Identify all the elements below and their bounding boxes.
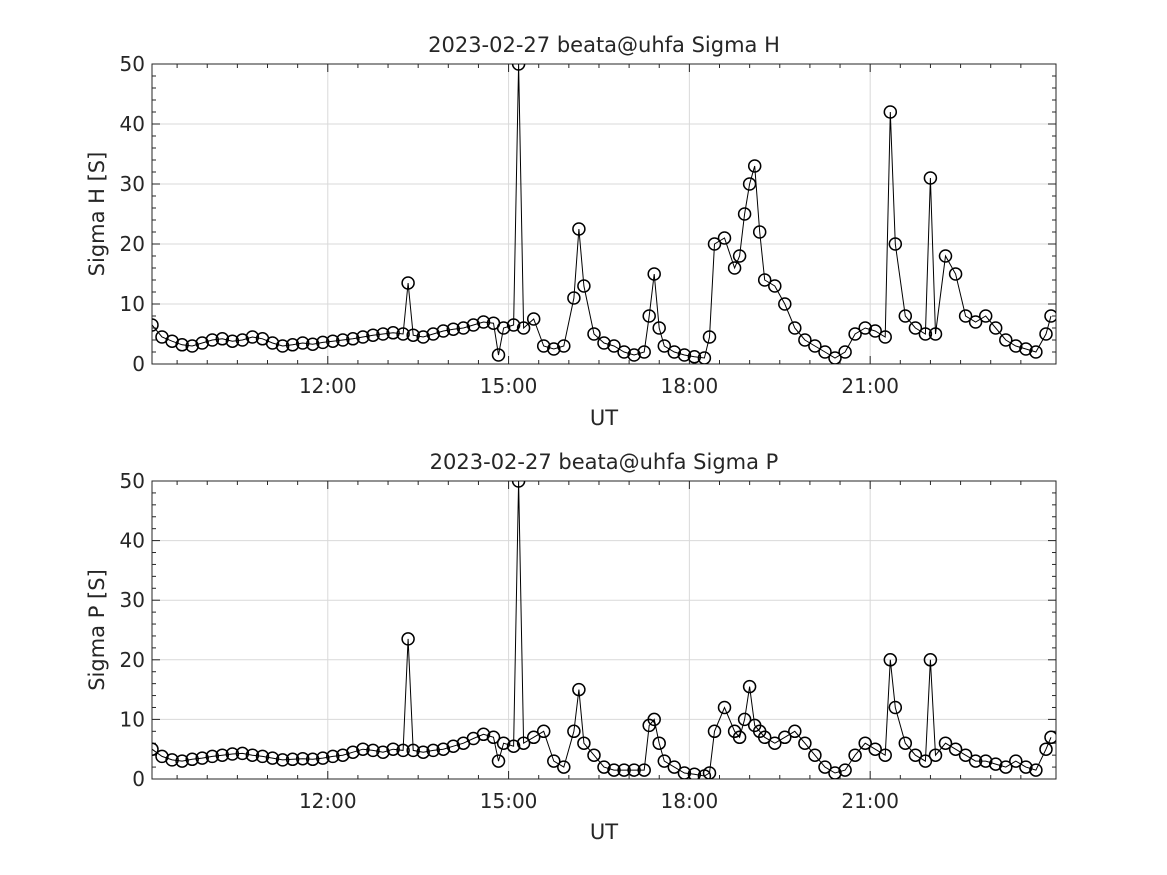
y-tick-label: 10	[120, 707, 145, 731]
y-tick-label: 30	[120, 588, 145, 612]
figure-background	[0, 0, 1167, 875]
y-tick-label: 10	[120, 292, 145, 316]
y-tick-label: 30	[120, 172, 145, 196]
sigma-h-x-axis-label: UT	[590, 406, 618, 430]
sigma-p-title: 2023-02-27 beata@uhfa Sigma P	[430, 450, 779, 474]
y-tick-label: 0	[132, 767, 145, 791]
sigma-p-y-axis-label: Sigma P [S]	[85, 569, 109, 691]
x-tick-label: 12:00	[299, 374, 357, 398]
sigma-h-title: 2023-02-27 beata@uhfa Sigma H	[428, 33, 780, 57]
figure: 0 10 20 30 40 50 12:00 15:00 18:00 21:00 2023-02…	[0, 0, 1167, 875]
sigma-h-y-axis-label: Sigma H [S]	[85, 152, 109, 277]
x-tick-label: 15:00	[480, 374, 538, 398]
x-tick-label: 21:00	[841, 789, 899, 813]
sigma-p-x-axis-label: UT	[590, 820, 618, 844]
y-tick-label: 40	[120, 529, 145, 553]
x-tick-label: 18:00	[661, 789, 719, 813]
x-tick-label: 15:00	[480, 789, 538, 813]
y-tick-label: 50	[120, 52, 145, 76]
y-tick-label: 50	[120, 469, 145, 493]
x-tick-label: 18:00	[661, 374, 719, 398]
y-tick-label: 20	[120, 232, 145, 256]
x-tick-label: 12:00	[299, 789, 357, 813]
y-tick-label: 40	[120, 112, 145, 136]
y-tick-label: 20	[120, 648, 145, 672]
y-tick-label: 0	[132, 352, 145, 376]
x-tick-label: 21:00	[841, 374, 899, 398]
